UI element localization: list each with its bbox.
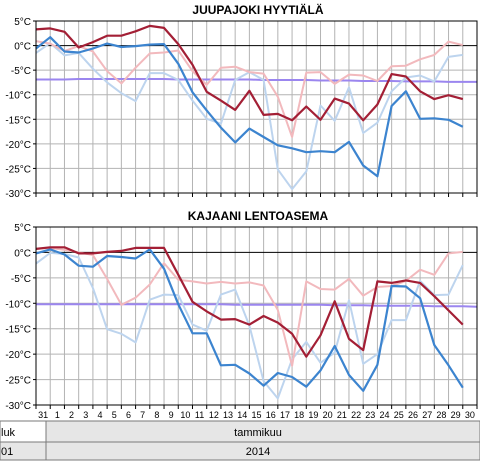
year-row-band xyxy=(0,441,480,461)
series-lines xyxy=(35,246,478,400)
series-line xyxy=(35,251,464,400)
y-tick-label: -15°C xyxy=(5,115,31,126)
month-label: tammikuu xyxy=(234,427,282,439)
series-line xyxy=(35,40,464,138)
y-tick-label: -10°C xyxy=(5,91,31,102)
day-tick-label: 24 xyxy=(380,410,390,420)
day-tick-label: 20 xyxy=(323,410,333,420)
day-tick-label: 9 xyxy=(169,410,174,420)
chart-panel-kajaani: KAJAANI LENTOASEMA 5°C 0°C -5°C -10°C -15°C -… xyxy=(5,209,478,412)
day-tick-label: 3 xyxy=(83,410,88,420)
gridlines xyxy=(35,20,478,197)
day-tick-label: 10 xyxy=(180,410,190,420)
day-tick-label: 2 xyxy=(69,410,74,420)
y-tick-label: 0°C xyxy=(14,248,31,259)
year-label-previous: 01 xyxy=(1,446,13,458)
y-axis-ticks: 5°C 0°C -5°C -10°C -15°C -20°C -25°C -30°C xyxy=(5,223,36,412)
plot-frame xyxy=(35,20,478,194)
day-tick-label: 21 xyxy=(337,410,347,420)
day-tick-label: 11 xyxy=(195,410,204,420)
plot-border xyxy=(35,226,478,406)
y-tick-label: -25°C xyxy=(5,164,31,175)
series-line xyxy=(35,36,464,178)
series-line xyxy=(35,24,464,122)
year-label: 2014 xyxy=(246,446,270,458)
y-tick-label: -5°C xyxy=(11,66,31,77)
day-tick-label: 25 xyxy=(394,410,404,420)
series-line xyxy=(36,303,478,308)
day-tick-label: 23 xyxy=(365,410,375,420)
day-tick-label: 12 xyxy=(209,410,219,420)
plot-border xyxy=(35,20,478,194)
day-tick-label: 13 xyxy=(223,410,233,420)
y-tick-label: -30°C xyxy=(5,189,31,200)
series-lines xyxy=(35,24,477,191)
y-tick-label: -25°C xyxy=(5,376,31,387)
day-tick-label: 31 xyxy=(38,410,48,420)
day-tick-label: 4 xyxy=(98,410,103,420)
plot-frame xyxy=(35,226,478,406)
day-tick-label: 6 xyxy=(126,410,131,420)
chart-title: KAJAANI LENTOASEMA xyxy=(188,209,329,223)
day-tick-label: 27 xyxy=(422,410,432,420)
day-tick-label: 7 xyxy=(140,410,145,420)
day-tick-label: 19 xyxy=(308,410,318,420)
y-tick-label: 0°C xyxy=(14,42,31,53)
month-label-previous: luk xyxy=(1,427,16,439)
day-tick-label: 15 xyxy=(251,410,261,420)
day-tick-label: 17 xyxy=(280,410,290,420)
series-line xyxy=(35,248,464,392)
series-line xyxy=(36,78,477,83)
y-tick-label: 5°C xyxy=(14,17,31,28)
day-tick-label: 1 xyxy=(55,410,60,420)
y-tick-label: -30°C xyxy=(5,401,31,412)
y-tick-label: -15°C xyxy=(5,325,31,336)
y-tick-label: -10°C xyxy=(5,299,31,310)
y-tick-label: 5°C xyxy=(14,223,31,234)
day-tick-label: 28 xyxy=(436,410,446,420)
x-axis: 31 1 2 3 4 5 6 7 8 9 10 11 12 13 14 15 16 17 18 19 20 21 22 23 2… xyxy=(0,410,480,461)
day-tick-label: 26 xyxy=(408,410,418,420)
series-line xyxy=(35,246,464,358)
day-tick-label: 14 xyxy=(237,410,247,420)
gridlines xyxy=(35,226,478,409)
y-axis-ticks: 5°C 0°C -5°C -10°C -15°C -20°C -25°C -30°C xyxy=(5,17,36,200)
day-tick-label: 29 xyxy=(451,410,461,420)
y-tick-label: -20°C xyxy=(5,350,31,361)
day-tick-label: 30 xyxy=(465,410,475,420)
chart-title: JUUPAJOKI HYYTIÄLÄ xyxy=(192,2,323,17)
day-labels: 31 1 2 3 4 5 6 7 8 9 10 11 12 13 14 15 16 17 18 19 20 21 22 23 2… xyxy=(38,410,475,420)
day-tick-label: 8 xyxy=(154,410,159,420)
day-tick-label: 16 xyxy=(266,410,276,420)
chart-panel-juupajoki: JUUPAJOKI HYYTIÄLÄ 5°C 0°C -5°C -10°C -15°C -… xyxy=(5,2,478,200)
day-tick-label: 5 xyxy=(112,410,117,420)
day-tick-label: 22 xyxy=(351,410,361,420)
y-tick-label: -5°C xyxy=(11,274,31,285)
day-tick-label: 18 xyxy=(294,410,304,420)
y-tick-label: -20°C xyxy=(5,140,31,151)
